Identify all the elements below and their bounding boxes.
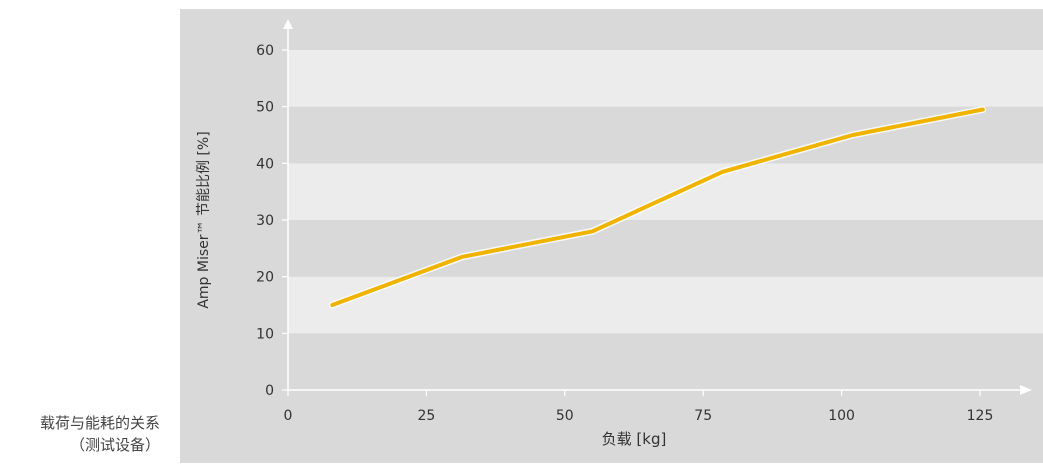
x-tick-label: 125 [967, 408, 994, 424]
x-tick-label: 100 [828, 408, 855, 424]
y-tick-label: 30 [256, 213, 274, 229]
y-tick-label: 20 [256, 270, 274, 286]
grid-band [288, 50, 1043, 107]
x-axis-label: 负载 [kg] [602, 430, 667, 448]
line-chart: 0 10 20 30 40 50 60 0 25 50 75 100 125 负载 [kg] Amp … [180, 9, 1043, 463]
grid-band [288, 163, 1043, 220]
chart-caption: 载荷与能耗的关系 （测试设备） [0, 412, 160, 456]
grid-band [288, 277, 1043, 334]
grid-band [288, 220, 1043, 277]
y-tick-label: 0 [265, 383, 274, 399]
grid-band [288, 333, 1043, 390]
y-tick-label: 10 [256, 326, 274, 342]
y-tick-label: 50 [256, 100, 274, 116]
x-tick-label: 25 [417, 408, 435, 424]
grid-band [288, 107, 1043, 164]
grid-bands [288, 50, 1043, 390]
y-axis-label: Amp Miser™ 节能比例 [%] [196, 131, 212, 308]
caption-line-1: 载荷与能耗的关系 [0, 412, 160, 434]
x-tick-label: 75 [694, 408, 712, 424]
chart-panel: 0 10 20 30 40 50 60 0 25 50 75 100 125 负载 [kg] Amp … [180, 9, 1043, 463]
y-tick-label: 60 [256, 43, 274, 59]
x-tick-label: 0 [284, 408, 293, 424]
y-tick-label: 40 [256, 156, 274, 172]
x-tick-label: 50 [556, 408, 574, 424]
caption-line-2: （测试设备） [0, 434, 160, 456]
